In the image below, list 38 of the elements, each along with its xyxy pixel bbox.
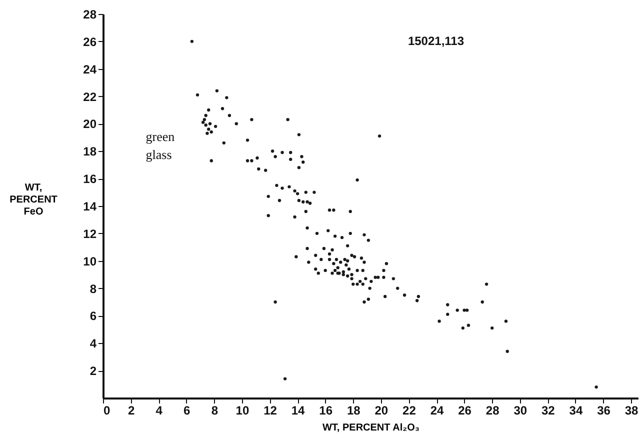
x-tick-label: 26 (458, 404, 472, 418)
x-tick-label: 20 (374, 404, 388, 418)
annotation: 15021,113 (408, 34, 464, 48)
x-tick-label: 8 (211, 404, 218, 418)
y-tick-label: 16 (83, 172, 97, 186)
x-tick-label: 6 (184, 404, 191, 418)
x-tick-label: 22 (402, 404, 416, 418)
x-tick-label: 34 (569, 404, 583, 418)
x-axis-title: WT, PERCENT Al₂O₃ (322, 422, 420, 434)
x-tick-label: 10 (236, 404, 250, 418)
annotation: green glass (146, 128, 176, 162)
x-tick-label: 2 (128, 404, 135, 418)
x-tick-label: 24 (430, 404, 444, 418)
x-tick-label: 30 (514, 404, 528, 418)
y-tick-label: 2 (90, 364, 97, 378)
y-tick-label: 24 (83, 62, 97, 76)
x-tick-label: 0 (104, 404, 110, 418)
y-tick-label: 28 (83, 8, 97, 22)
x-tick-label: 12 (264, 404, 278, 418)
y-tick-label: 12 (83, 226, 97, 241)
y-tick-label: 8 (90, 282, 97, 296)
y-tick-label: 26 (83, 34, 97, 49)
x-tick-label: 38 (624, 404, 639, 418)
y-tick-label: 18 (83, 144, 97, 159)
x-tick-label: 32 (541, 404, 556, 418)
x-tick-label: 16 (319, 404, 333, 418)
x-tick-label: 28 (486, 404, 500, 418)
y-tick-label: 4 (90, 336, 97, 351)
x-tick-label: 18 (346, 404, 361, 418)
x-tick-label: 14 (291, 404, 306, 418)
x-tick-label: 36 (597, 404, 611, 418)
y-tick-label: 22 (83, 90, 97, 104)
y-tick-label: 14 (83, 200, 97, 214)
y-tick-label: 6 (90, 309, 97, 324)
y-axis-title: WT, PERCENT FeO (10, 182, 58, 218)
y-tick-label: 20 (83, 117, 97, 132)
y-tick-label: 10 (83, 254, 97, 268)
x-tick-label: 4 (156, 404, 163, 418)
